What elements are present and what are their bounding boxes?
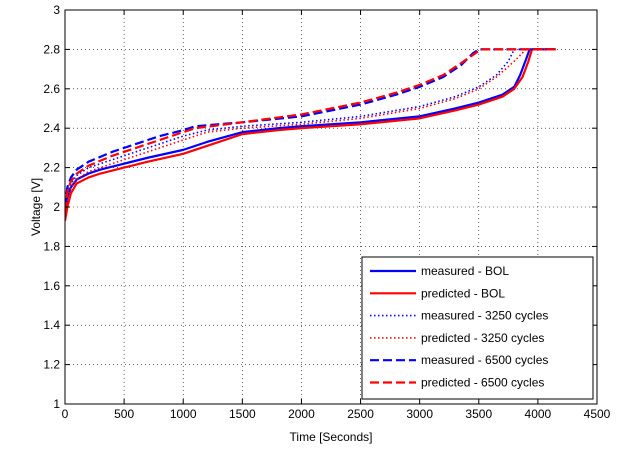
legend-label-1: measured - BOL [421,264,509,278]
series-line-2 [65,48,556,221]
y-axis-label: Voltage [V] [29,178,43,236]
y-tick-label: 3 [53,3,60,17]
legend-label-2: predicted - BOL [421,286,505,300]
axis-ticks: 0 500 1000 1500 2000 2500 3000 3500 4000 4500 1 1.2… [43,3,610,421]
x-tick-label: 3500 [465,407,492,421]
series-line-1 [65,48,556,217]
x-tick-label: 1000 [170,407,197,421]
y-tick-label: 2.4 [43,121,60,135]
legend: measured - BOL predicted - BOL measured - … [361,256,594,400]
legend-label-5: measured - 6500 cycles [421,353,548,367]
series-lines [65,48,556,221]
y-tick-label: 2.8 [43,42,60,56]
y-tick-label: 1 [53,397,60,411]
y-tick-label: 1.6 [43,279,60,293]
series-line-3 [65,48,556,214]
y-tick-label: 2 [53,200,60,214]
legend-label-4: predicted - 3250 cycles [421,331,544,345]
y-tick-label: 1.4 [43,318,60,332]
x-tick-label: 4500 [584,407,611,421]
series-line-5 [65,48,556,208]
x-tick-label: 500 [114,407,134,421]
x-tick-label: 3000 [406,407,433,421]
legend-box [361,256,594,400]
series-line-4 [65,48,556,217]
x-tick-label: 1500 [229,407,256,421]
legend-label-6: predicted - 6500 cycles [421,376,544,390]
x-tick-label: 2000 [288,407,315,421]
x-tick-label: 0 [62,407,69,421]
y-tick-label: 1.2 [43,358,60,372]
x-tick-label: 4000 [525,407,552,421]
y-tick-label: 2.6 [43,82,60,96]
legend-label-3: measured - 3250 cycles [421,309,548,323]
series-line-6 [65,48,556,212]
x-axis-label: Time [Seconds] [290,430,373,444]
x-tick-label: 2500 [347,407,374,421]
y-tick-label: 1.8 [43,239,60,253]
y-tick-label: 2.2 [43,161,60,175]
